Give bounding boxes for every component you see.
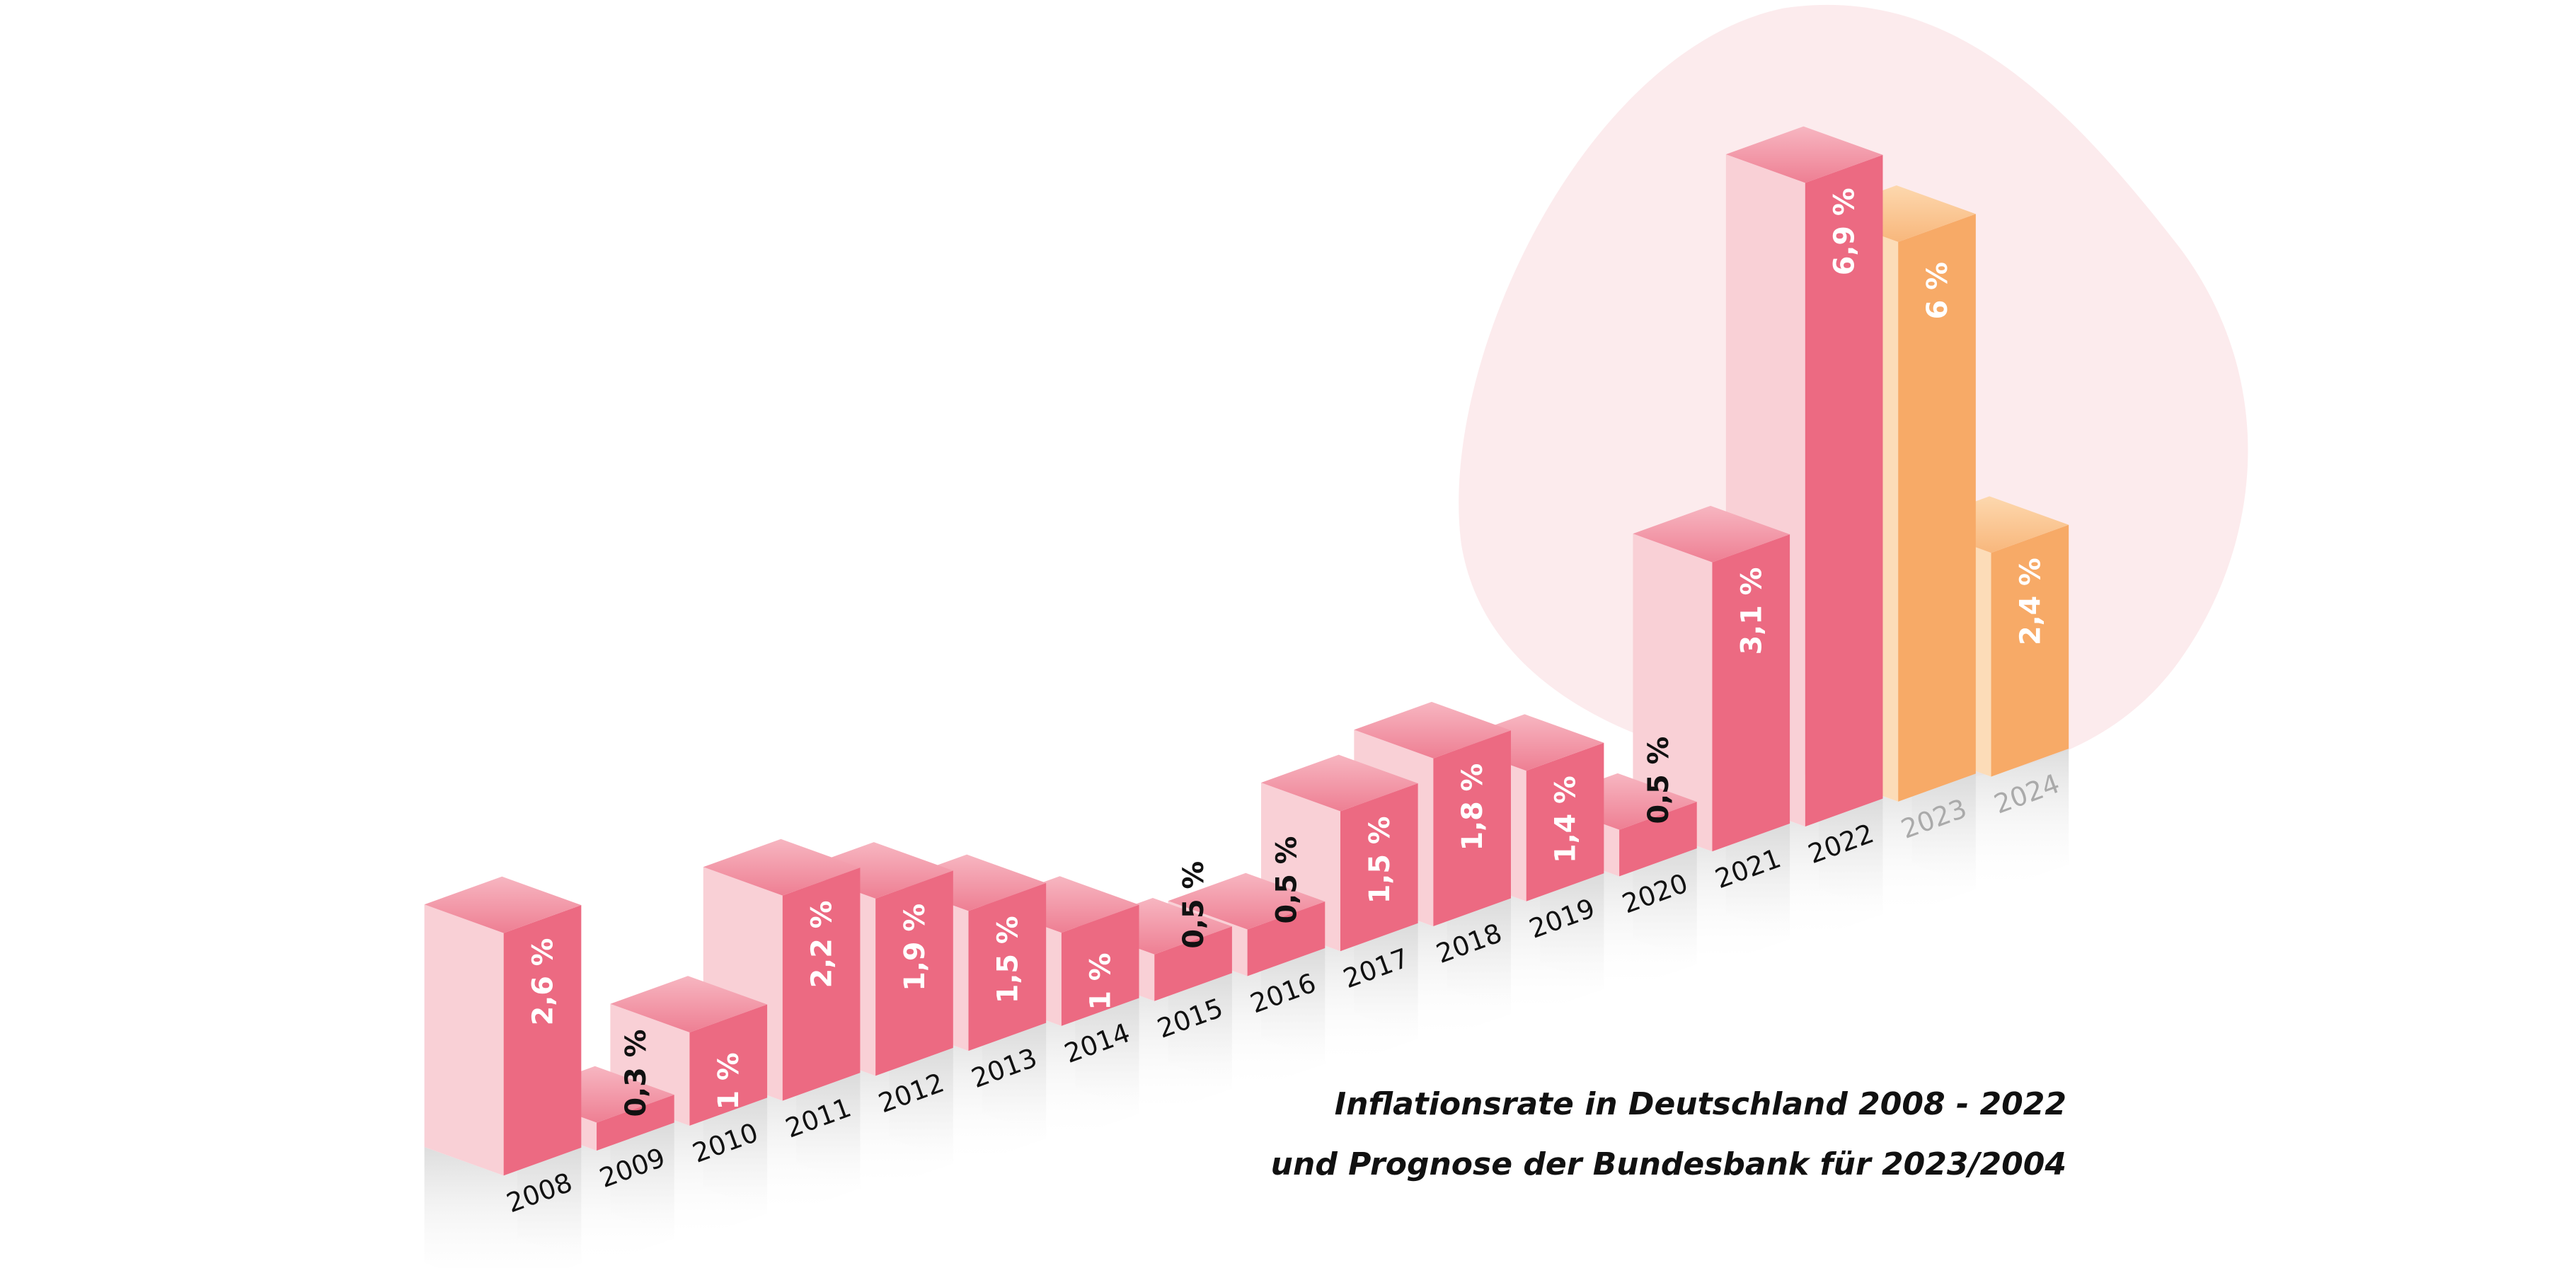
bar-front-face — [875, 870, 953, 1076]
bar-front-face — [689, 1004, 768, 1126]
bar-front-face — [1340, 783, 1418, 952]
value-label: 2,2 % — [806, 901, 839, 989]
value-label: 6,9 % — [1829, 188, 1861, 275]
value-label: 1,8 % — [1456, 763, 1489, 851]
bar-front-face — [1619, 802, 1697, 877]
bar-front-face — [1712, 534, 1790, 852]
value-label: 2,4 % — [2014, 558, 2047, 645]
value-label: 0,5 % — [1178, 861, 1210, 949]
bar-reflection — [424, 1147, 582, 1268]
bar-front-face — [1154, 926, 1232, 1001]
bar-front-face — [597, 1095, 674, 1151]
bar-front-face — [782, 868, 861, 1101]
bar-front-face — [1526, 742, 1604, 901]
value-label: 0,5 % — [1643, 737, 1675, 824]
bar-front-face — [1898, 214, 1976, 802]
bar-top-face — [1725, 126, 1883, 183]
bar-front-face — [1061, 904, 1139, 1026]
value-label: 0,3 % — [620, 1030, 652, 1117]
value-label: 1 % — [713, 1052, 745, 1110]
bar-top-face — [1354, 701, 1511, 759]
chart-title: Inflationsrate in Deutschland 2008 - 202… — [1334, 1086, 2066, 1122]
bar-side-face — [424, 904, 504, 1176]
bar-top-face — [610, 976, 768, 1033]
bar-top-face — [424, 876, 582, 933]
bar-top-face — [796, 842, 953, 899]
bar-side-face — [1633, 534, 1713, 852]
value-label: 1,5 % — [1364, 817, 1396, 904]
bar-front-face — [968, 882, 1047, 1051]
bar-front-face — [503, 905, 582, 1176]
bar-top-face — [1633, 505, 1790, 563]
bar-2008: 2,6 %2008 — [424, 876, 582, 1268]
value-label: 1,9 % — [899, 904, 931, 991]
bar-front-face — [1805, 154, 1883, 827]
value-label: 0,5 % — [1270, 836, 1303, 924]
value-label: 2,6 % — [527, 938, 560, 1026]
bar-front-face — [1247, 901, 1326, 976]
bar-top-face — [1168, 872, 1326, 930]
bar-top-face — [703, 838, 861, 896]
value-label: 6 % — [1921, 262, 1954, 319]
value-label: 3,1 % — [1735, 567, 1768, 655]
value-label: 1,5 % — [991, 916, 1024, 1003]
chart-subtitle: und Prognose der Bundesbank für 2023/200… — [1270, 1146, 2066, 1182]
value-label: 1 % — [1085, 952, 1117, 1010]
bar-front-face — [1433, 730, 1511, 926]
bar-front-face — [1991, 524, 2069, 777]
bar-top-face — [1260, 754, 1418, 812]
value-label: 1,4 % — [1550, 776, 1582, 863]
